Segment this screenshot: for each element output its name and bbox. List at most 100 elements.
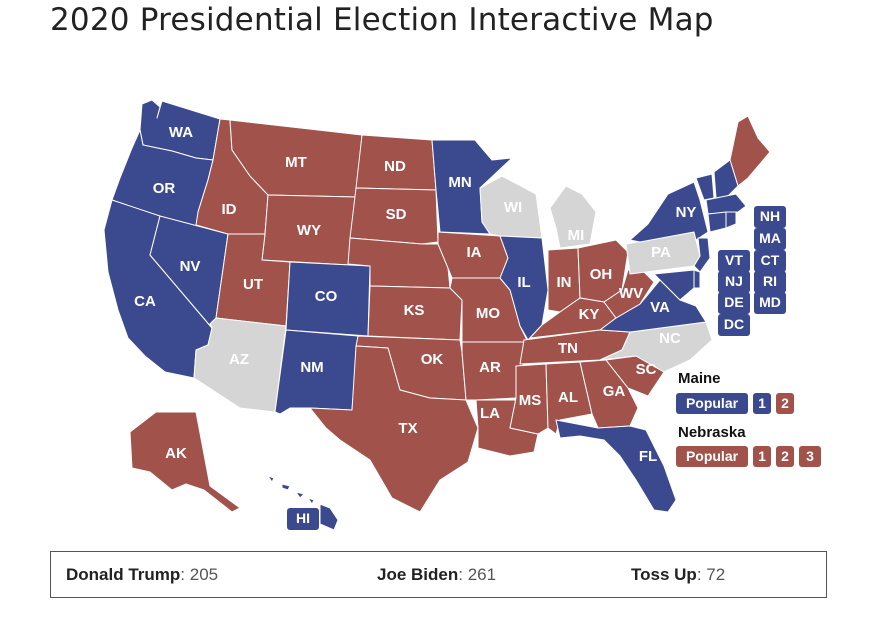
box-hi[interactable]: [287, 508, 319, 530]
state-label-id: ID: [222, 201, 237, 218]
box-label-nh: NH: [760, 208, 780, 224]
biden-separator: :: [458, 565, 468, 584]
state-ma[interactable]: [705, 193, 747, 215]
state-nh[interactable]: [713, 159, 739, 201]
state-label-tn: TN: [558, 340, 578, 357]
state-label-ny: NY: [676, 204, 697, 221]
box-label-vt: VT: [725, 252, 743, 268]
state-label-nv: NV: [180, 258, 201, 275]
nebraska-district-1-button[interactable]: 1: [753, 446, 771, 467]
state-label-ar: AR: [479, 359, 501, 376]
box-label-hi: HI: [296, 510, 310, 526]
biden-name: Joe Biden: [377, 565, 459, 584]
state-hi-islands[interactable]: [267, 475, 315, 505]
state-tx[interactable]: [309, 345, 479, 513]
box-ma[interactable]: [754, 228, 786, 250]
state-label-va: VA: [650, 299, 670, 316]
state-ak[interactable]: [129, 411, 241, 513]
box-ct[interactable]: [754, 250, 786, 272]
maine-district-1-button[interactable]: 1: [753, 393, 771, 414]
box-de[interactable]: [718, 292, 750, 314]
state-label-wi: WI: [504, 199, 522, 216]
state-label-al: AL: [558, 389, 578, 406]
state-label-oh: OH: [590, 266, 613, 283]
us-map: WA OR CA NV ID MT WY UT AZ CO NM ND SD K…: [103, 99, 786, 531]
state-label-sc: SC: [636, 361, 657, 378]
state-label-wy: WY: [297, 222, 321, 239]
state-label-ia: IA: [467, 244, 482, 261]
state-label-il: IL: [517, 274, 530, 291]
box-vt[interactable]: [718, 250, 750, 272]
state-label-ms: MS: [519, 392, 542, 409]
state-label-wa: WA: [169, 124, 193, 141]
box-label-ma: MA: [759, 230, 781, 246]
box-dc[interactable]: [718, 314, 750, 336]
state-label-ky: KY: [579, 306, 600, 323]
maine-popular-button[interactable]: Popular: [676, 393, 748, 414]
state-hi[interactable]: [319, 503, 339, 531]
trump-separator: :: [180, 565, 190, 584]
box-label-nj: NJ: [725, 273, 743, 289]
nebraska-title: Nebraska: [678, 424, 746, 441]
box-ri[interactable]: [754, 271, 786, 293]
toss-up-name: Toss Up: [631, 565, 697, 584]
box-md[interactable]: [754, 292, 786, 314]
state-label-nd: ND: [384, 158, 406, 175]
state-label-ak: AK: [165, 445, 187, 462]
state-de[interactable]: [693, 269, 701, 289]
nebraska-district-3-button[interactable]: 3: [799, 446, 821, 467]
biden-votes: 261: [467, 565, 497, 584]
state-ny[interactable]: [629, 181, 709, 243]
state-md[interactable]: [653, 269, 695, 301]
maine-district-2-button[interactable]: 2: [776, 393, 794, 414]
trump-votes: 205: [189, 565, 219, 584]
toss-up-tally: Toss Up: 72: [631, 565, 725, 585]
state-label-mt: MT: [285, 154, 307, 171]
toss-up-votes: 72: [706, 565, 726, 584]
state-label-nm: NM: [300, 359, 323, 376]
box-nh[interactable]: [754, 206, 786, 228]
box-label-ct: CT: [761, 252, 780, 268]
trump-tally: Donald Trump: 205: [66, 565, 218, 585]
state-label-mn: MN: [448, 174, 471, 191]
biden-tally: Joe Biden: 261: [377, 565, 496, 585]
state-fl[interactable]: [555, 419, 677, 513]
state-ri[interactable]: [725, 211, 737, 229]
state-label-wv: WV: [619, 285, 643, 302]
electoral-vote-tally: Donald Trump: 205 Joe Biden: 261 Toss Up…: [50, 551, 827, 598]
state-sd[interactable]: [349, 187, 439, 245]
box-label-ri: RI: [763, 273, 777, 289]
state-label-pa: PA: [651, 244, 671, 261]
state-ct[interactable]: [707, 211, 727, 233]
box-label-de: DE: [724, 294, 743, 310]
state-mi[interactable]: [549, 185, 597, 249]
state-label-ca: CA: [134, 293, 156, 310]
box-label-dc: DC: [724, 316, 744, 332]
page-title: 2020 Presidential Election Interactive M…: [50, 2, 714, 38]
state-label-ks: KS: [404, 302, 425, 319]
maine-title: Maine: [678, 370, 721, 387]
state-label-nc: NC: [659, 330, 681, 347]
state-me[interactable]: [729, 115, 771, 187]
state-label-ok: OK: [421, 351, 444, 368]
box-label-md: MD: [759, 294, 781, 310]
nebraska-popular-button[interactable]: Popular: [676, 446, 748, 467]
state-ks[interactable]: [367, 285, 463, 341]
nebraska-district-2-button[interactable]: 2: [776, 446, 794, 467]
state-label-la: LA: [480, 405, 500, 422]
state-label-tx: TX: [398, 420, 417, 437]
state-label-sd: SD: [386, 206, 407, 223]
state-va[interactable]: [599, 279, 707, 333]
state-label-ut: UT: [243, 276, 263, 293]
state-label-in: IN: [557, 274, 572, 291]
state-label-fl: FL: [639, 448, 657, 465]
state-label-mo: MO: [476, 305, 500, 322]
state-il[interactable]: [499, 235, 549, 341]
state-label-mi: MI: [568, 227, 585, 244]
state-label-az: AZ: [229, 351, 249, 368]
state-label-ga: GA: [603, 383, 626, 400]
toss-up-separator: :: [696, 565, 707, 584]
state-label-co: CO: [315, 288, 338, 305]
box-nj[interactable]: [718, 271, 750, 293]
state-label-or: OR: [153, 180, 176, 197]
